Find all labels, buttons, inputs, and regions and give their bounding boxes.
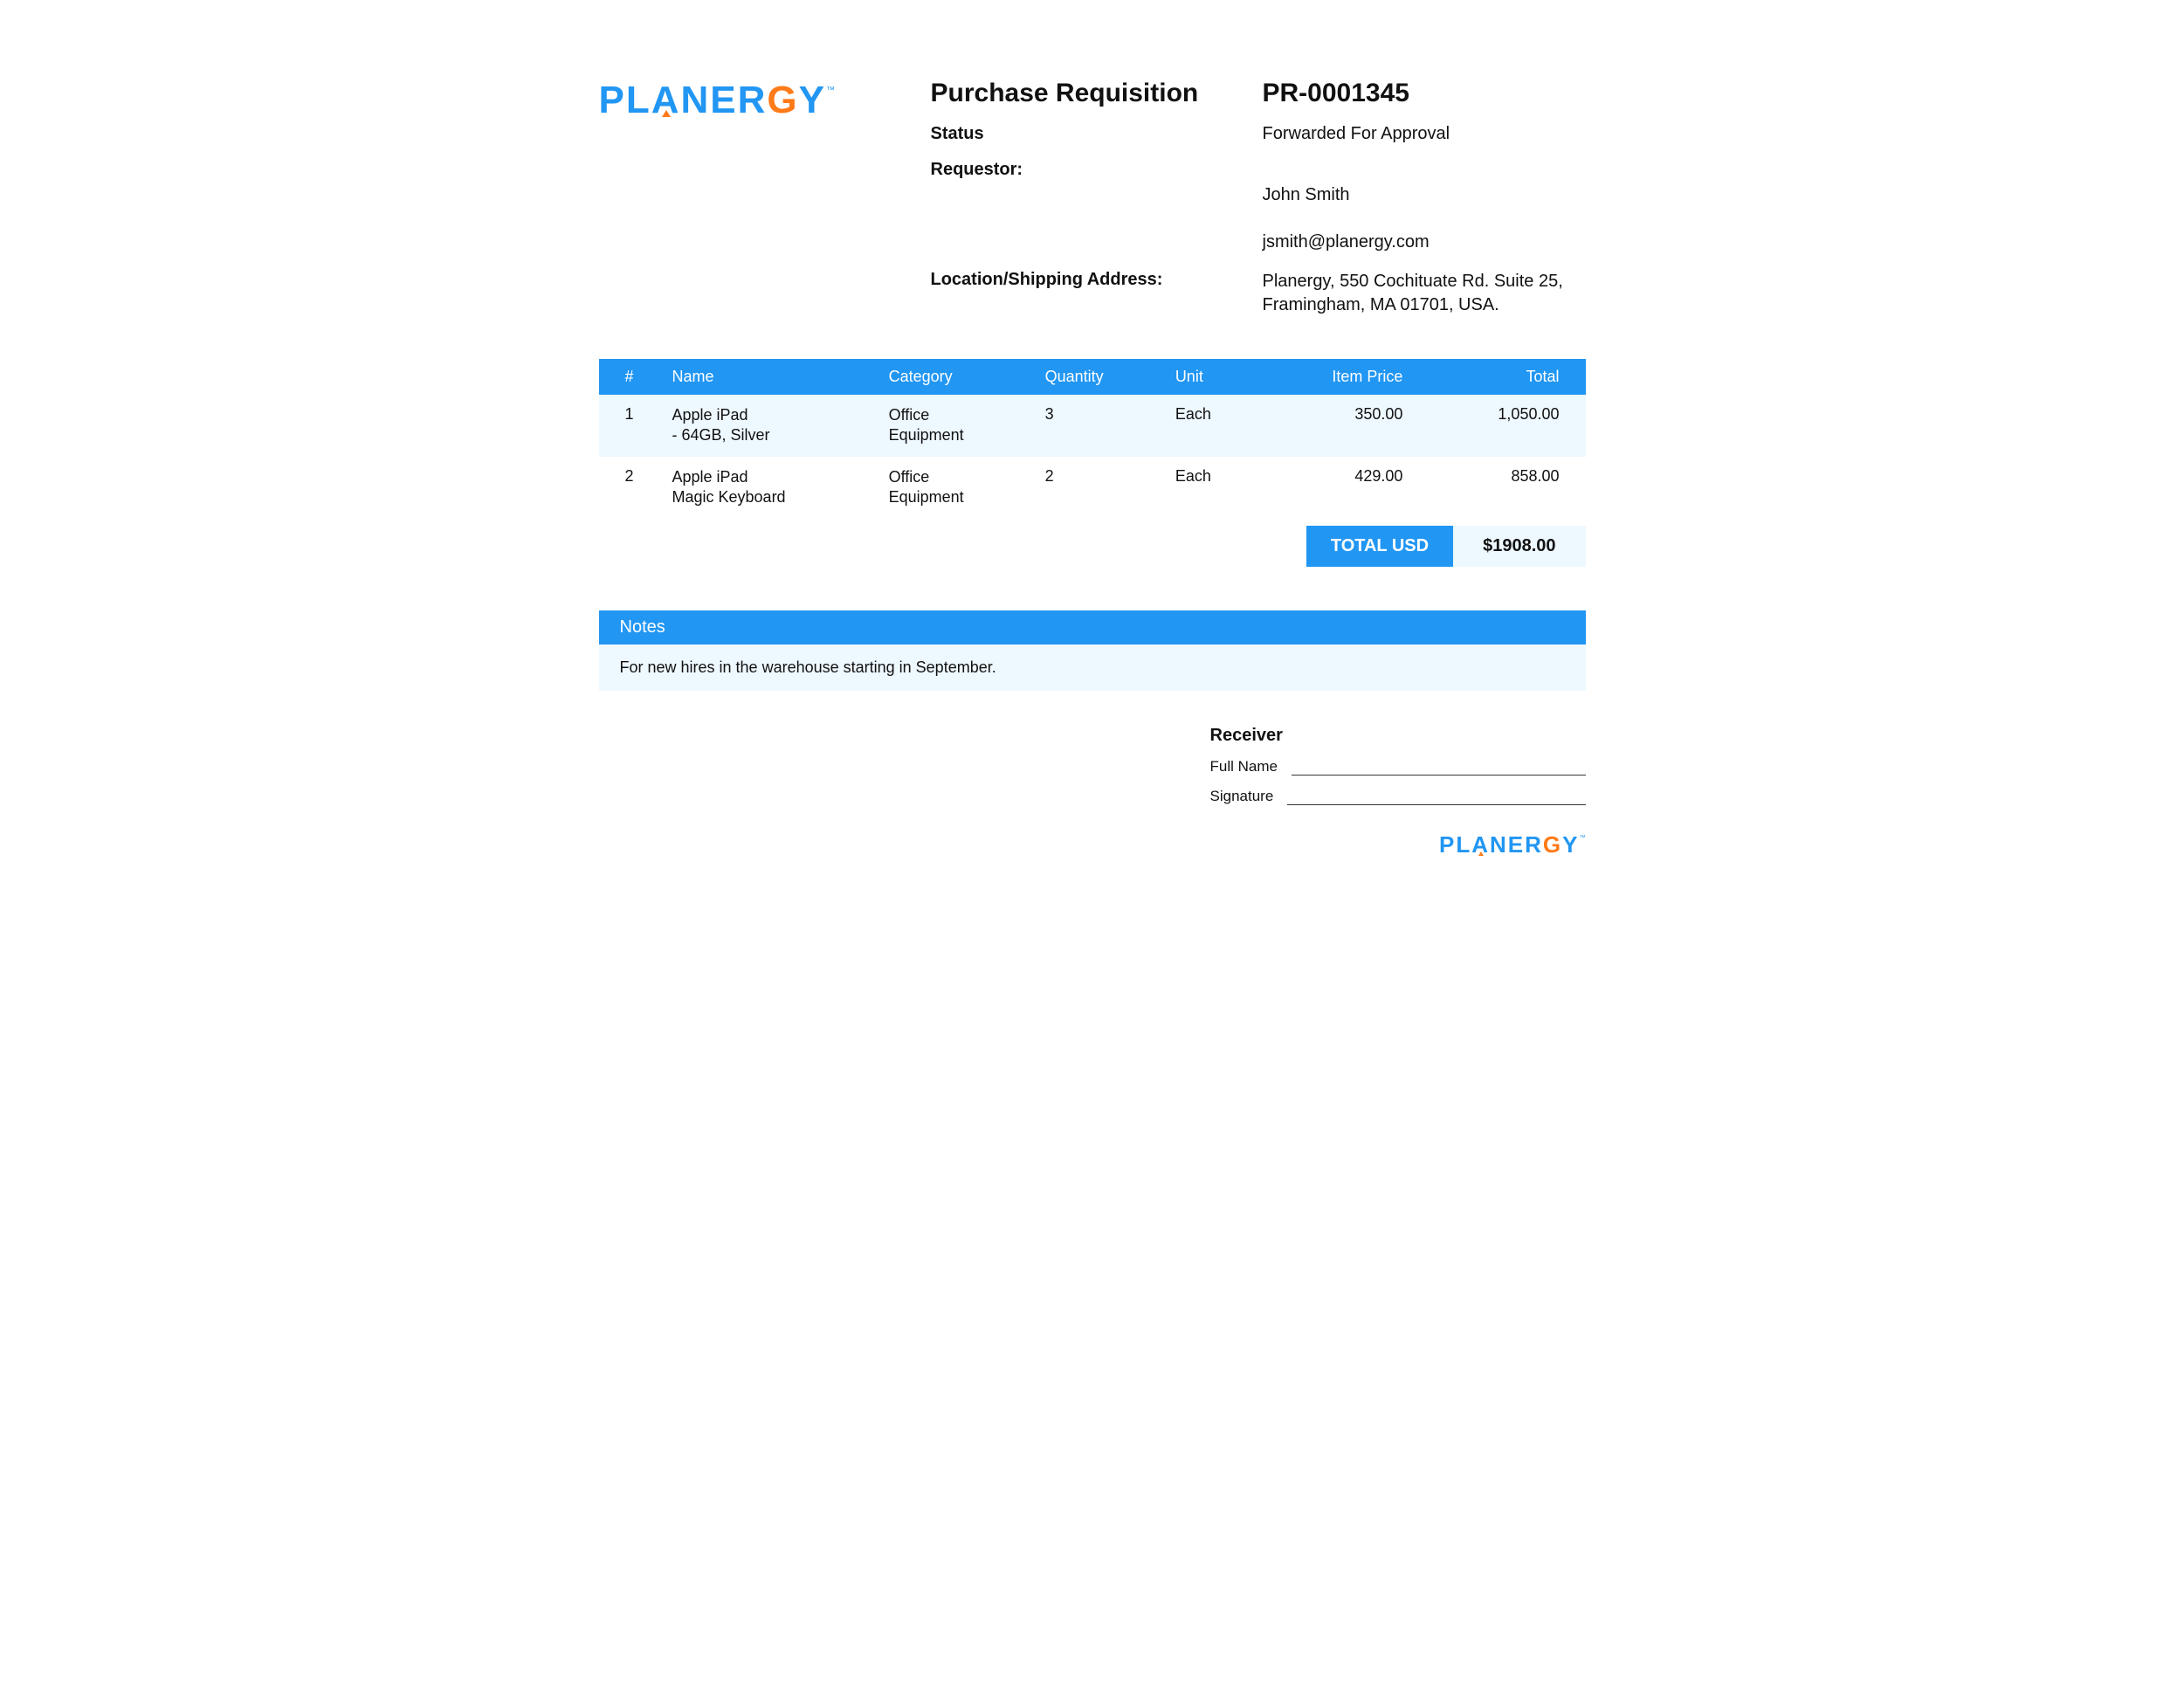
receiver-block: Receiver Full Name Signature xyxy=(1210,726,1586,805)
table-row: 1Apple iPad - 64GB, SilverOffice Equipme… xyxy=(599,395,1586,457)
cell-category: Office Equipment xyxy=(877,457,1033,519)
line-items-table: # Name Category Quantity Unit Item Price… xyxy=(599,359,1586,519)
cell-number: 1 xyxy=(599,395,660,457)
cell-unit: Each xyxy=(1163,457,1257,519)
cell-total: 858.00 xyxy=(1429,457,1585,519)
notes-heading: Notes xyxy=(599,610,1586,645)
full-name-row: Full Name xyxy=(1210,758,1586,776)
cell-name: Apple iPad Magic Keyboard xyxy=(660,457,877,519)
header-info-grid: Purchase Requisition PR-0001345 Status F… xyxy=(931,79,1586,317)
col-name: Name xyxy=(660,359,877,395)
col-unit: Unit xyxy=(1163,359,1257,395)
location-label: Location/Shipping Address: xyxy=(931,270,1245,317)
cell-number: 2 xyxy=(599,457,660,519)
table-row: 2Apple iPad Magic KeyboardOffice Equipme… xyxy=(599,457,1586,519)
cell-qty: 3 xyxy=(1033,395,1163,457)
cell-name: Apple iPad - 64GB, Silver xyxy=(660,395,877,457)
cell-qty: 2 xyxy=(1033,457,1163,519)
requestor-label: Requestor: xyxy=(931,160,1245,254)
document-header: PLANERGY™ Purchase Requisition PR-000134… xyxy=(599,79,1586,317)
doc-title: Purchase Requisition xyxy=(931,79,1245,108)
notes-body: For new hires in the warehouse starting … xyxy=(599,645,1586,691)
cell-price: 350.00 xyxy=(1257,395,1429,457)
totals-row: TOTAL USD $1908.00 xyxy=(599,526,1586,567)
requestor-value: John Smith jsmith@planergy.com xyxy=(1263,160,1586,254)
pr-number: PR-0001345 xyxy=(1263,79,1586,108)
cell-price: 429.00 xyxy=(1257,457,1429,519)
receiver-heading: Receiver xyxy=(1210,726,1586,746)
signature-row: Signature xyxy=(1210,788,1586,805)
totals-label: TOTAL USD xyxy=(1306,526,1453,567)
full-name-label: Full Name xyxy=(1210,758,1278,776)
location-value: Planergy, 550 Cochituate Rd. Suite 25, F… xyxy=(1263,270,1586,317)
col-number: # xyxy=(599,359,660,395)
cell-total: 1,050.00 xyxy=(1429,395,1585,457)
cell-category: Office Equipment xyxy=(877,395,1033,457)
full-name-line xyxy=(1292,760,1586,776)
col-price: Item Price xyxy=(1257,359,1429,395)
totals-value: $1908.00 xyxy=(1453,526,1585,567)
col-qty: Quantity xyxy=(1033,359,1163,395)
brand-logo: PLANERGY™ xyxy=(599,79,896,122)
table-header-row: # Name Category Quantity Unit Item Price… xyxy=(599,359,1586,395)
footer-logo: PLANERGY™ xyxy=(599,831,1586,858)
signature-line xyxy=(1287,789,1585,805)
col-category: Category xyxy=(877,359,1033,395)
col-total: Total xyxy=(1429,359,1585,395)
cell-unit: Each xyxy=(1163,395,1257,457)
signature-label: Signature xyxy=(1210,788,1274,805)
status-label: Status xyxy=(931,124,1245,144)
status-value: Forwarded For Approval xyxy=(1263,124,1586,144)
